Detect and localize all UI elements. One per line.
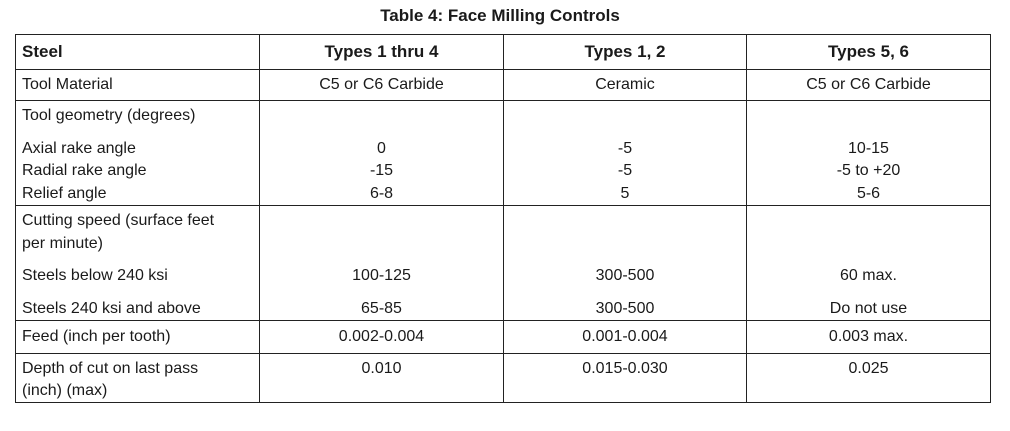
face-milling-controls-table: Steel Types 1 thru 4 Types 1, 2 Types 5,…: [15, 34, 991, 403]
section-label-continued: per minute): [22, 234, 103, 252]
header-types-5-6: Types 5, 6: [746, 34, 991, 70]
table-row-tool-geometry: Tool geometry (degrees) Axial rake angle…: [15, 100, 991, 206]
table-cell: -5: [617, 162, 633, 179]
table-cell: 6-8: [369, 184, 394, 202]
table-row-tool-material: Tool Material C5 or C6 Carbide Ceramic C…: [15, 69, 991, 101]
table-cell: 10-15: [848, 139, 889, 157]
table-cell: Ceramic: [595, 76, 655, 93]
table-title: Table 4: Face Milling Controls: [380, 6, 620, 25]
row-label: Feed (inch per tooth): [22, 328, 171, 345]
table-cell: -5 to +20: [836, 162, 901, 179]
table-cell: 0.002-0.004: [338, 328, 425, 345]
section-label: Tool geometry (degrees): [22, 107, 196, 124]
table-row-depth-of-cut: Depth of cut on last pass (inch) (max) 0…: [15, 353, 991, 403]
table-cell: 300-500: [595, 299, 655, 317]
header-types-1-2: Types 1, 2: [503, 34, 747, 70]
table-cell: Do not use: [829, 299, 908, 317]
table-cell: 0: [377, 139, 386, 157]
table-cell: -5: [617, 139, 633, 157]
table-cell: 5-6: [856, 184, 881, 202]
table-cell: C5 or C6 Carbide: [319, 76, 444, 93]
header-types-1-thru-4: Types 1 thru 4: [259, 34, 504, 70]
header-row: Steel Types 1 thru 4 Types 1, 2 Types 5,…: [15, 34, 991, 70]
row-label: Radial rake angle: [22, 162, 147, 179]
table-cell: 0.025: [848, 360, 889, 377]
table-row-feed: Feed (inch per tooth) 0.002-0.004 0.001-…: [15, 320, 991, 354]
row-label-cell: Cutting speed (surface feet per minute) …: [15, 205, 260, 321]
row-label-cell: Depth of cut on last pass (inch) (max): [15, 353, 260, 403]
table-cell: 0.015-0.030: [582, 360, 668, 377]
row-label: Tool Material: [22, 76, 113, 93]
row-label: Steels 240 ksi and above: [22, 299, 201, 317]
table-cell: 0.010: [361, 360, 402, 377]
row-label: Axial rake angle: [22, 139, 136, 157]
row-label-continued: (inch) (max): [22, 382, 108, 399]
row-label: Relief angle: [22, 184, 107, 202]
row-label: Depth of cut on last pass: [22, 360, 199, 377]
table-cell: C5 or C6 Carbide: [806, 76, 931, 93]
table-cell: 300-500: [595, 267, 655, 284]
row-label-cell: Tool Material: [15, 69, 260, 101]
table-cell: 60 max.: [840, 267, 897, 284]
header-steel: Steel: [15, 34, 260, 70]
table-cell: -15: [369, 162, 394, 179]
row-label: Steels below 240 ksi: [22, 267, 168, 284]
row-label-cell: Tool geometry (degrees) Axial rake angle…: [15, 100, 260, 206]
table-cell: 5: [620, 184, 630, 202]
row-label-cell: Feed (inch per tooth): [15, 320, 260, 354]
table-cell: 100-125: [352, 267, 411, 284]
table-row-cutting-speed: Cutting speed (surface feet per minute) …: [15, 205, 991, 321]
table-cell: 65-85: [361, 299, 402, 317]
table-cell: 0.003 max.: [828, 328, 909, 345]
table-cell: 0.001-0.004: [582, 328, 668, 345]
section-label: Cutting speed (surface feet: [22, 212, 215, 229]
